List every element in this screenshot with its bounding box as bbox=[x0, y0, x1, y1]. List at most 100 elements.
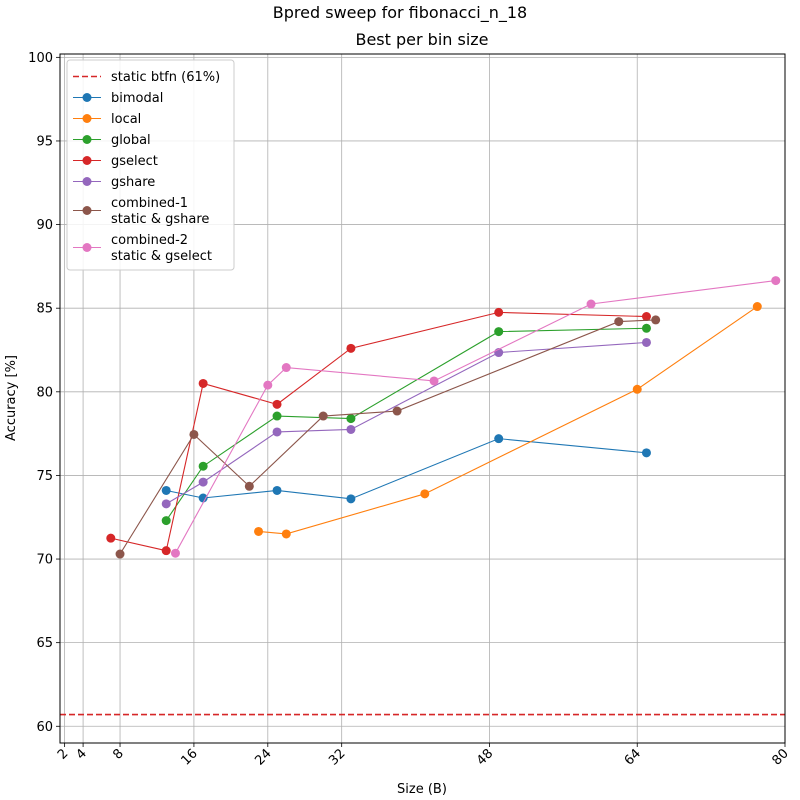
data-point bbox=[254, 526, 264, 536]
y-tick-label: 75 bbox=[36, 469, 53, 484]
legend-label: gshare bbox=[111, 175, 155, 190]
data-point bbox=[161, 516, 171, 526]
data-point bbox=[281, 529, 291, 539]
series-line bbox=[165, 341, 647, 505]
data-point bbox=[346, 343, 356, 353]
data-point bbox=[429, 376, 439, 386]
x-tick-label: 24 bbox=[252, 746, 274, 768]
data-point bbox=[161, 485, 171, 495]
legend-label: gselect bbox=[111, 154, 158, 169]
data-point bbox=[771, 276, 781, 286]
y-tick-label: 65 bbox=[36, 636, 53, 651]
legend-label: local bbox=[111, 112, 141, 127]
legend-label: combined-1 static & gshare bbox=[111, 196, 209, 227]
data-point bbox=[106, 533, 116, 543]
data-point bbox=[651, 315, 661, 325]
data-point bbox=[115, 549, 125, 559]
data-point bbox=[641, 448, 651, 458]
data-point bbox=[614, 317, 624, 327]
legend-entry: combined-1 static & gshare bbox=[73, 196, 209, 227]
x-axis-label: Size (B) bbox=[397, 782, 447, 797]
y-tick-label: 70 bbox=[36, 553, 53, 568]
data-point bbox=[244, 481, 254, 491]
data-point bbox=[752, 302, 762, 312]
x-tick-label: 48 bbox=[474, 746, 496, 768]
chart-title: Best per bin size bbox=[355, 30, 488, 49]
legend-label: bimodal bbox=[111, 91, 163, 106]
y-tick-label: 95 bbox=[36, 134, 53, 149]
series-line bbox=[165, 327, 647, 521]
plot-frame bbox=[59, 53, 786, 744]
y-tick-label: 90 bbox=[36, 218, 53, 233]
legend-entry: static btfn (61%) bbox=[73, 70, 220, 85]
legend-marker bbox=[82, 114, 92, 123]
data-point bbox=[198, 378, 208, 388]
legend-box bbox=[66, 59, 235, 271]
legend-entry: gshare bbox=[73, 175, 155, 190]
data-point bbox=[198, 493, 208, 503]
chart-suptitle: Bpred sweep for fibonacci_n_18 bbox=[273, 3, 527, 23]
x-tick-label: 16 bbox=[178, 746, 200, 768]
x-tick-label: 4 bbox=[73, 746, 89, 762]
data-point bbox=[161, 546, 171, 556]
series-line bbox=[258, 306, 758, 535]
legend-label: static btfn (61%) bbox=[111, 70, 220, 85]
data-point bbox=[346, 424, 356, 434]
data-point bbox=[641, 323, 651, 333]
data-point bbox=[189, 429, 199, 439]
legend-marker bbox=[82, 206, 92, 215]
series bbox=[161, 337, 651, 509]
legend-entry: combined-2 static & gselect bbox=[73, 233, 212, 264]
data-point bbox=[392, 406, 402, 416]
data-point bbox=[494, 327, 504, 337]
data-point bbox=[420, 489, 430, 499]
series bbox=[161, 434, 651, 504]
x-tick-label: 80 bbox=[770, 746, 792, 768]
series bbox=[106, 307, 651, 556]
data-point bbox=[161, 499, 171, 509]
y-axis-label: Accuracy [%] bbox=[4, 355, 19, 441]
data-point bbox=[494, 307, 504, 317]
legend-entry: local bbox=[73, 112, 141, 127]
data-point bbox=[494, 434, 504, 444]
data-point bbox=[272, 485, 282, 495]
legend-marker bbox=[82, 135, 92, 144]
data-point bbox=[346, 494, 356, 504]
series bbox=[115, 315, 661, 559]
series bbox=[254, 302, 762, 539]
data-point bbox=[272, 411, 282, 421]
y-tick-label: 60 bbox=[36, 720, 53, 735]
series bbox=[170, 276, 781, 558]
legend-label: combined-2 static & gselect bbox=[111, 233, 212, 264]
series-line bbox=[119, 319, 656, 555]
data-point bbox=[641, 312, 651, 322]
data-point bbox=[346, 414, 356, 424]
x-tick-label: 2 bbox=[55, 746, 71, 762]
legend-entry: bimodal bbox=[73, 91, 163, 106]
y-tick-label: 80 bbox=[36, 385, 53, 400]
data-point bbox=[263, 380, 273, 390]
y-tick-label: 85 bbox=[36, 302, 53, 317]
legend-label: global bbox=[111, 133, 151, 148]
data-point bbox=[586, 299, 596, 309]
legend-marker bbox=[82, 177, 92, 186]
x-tick-label: 32 bbox=[326, 746, 348, 768]
data-point bbox=[170, 548, 180, 558]
legend-entry: gselect bbox=[73, 154, 158, 169]
data-point bbox=[198, 477, 208, 487]
data-point bbox=[641, 337, 651, 347]
legend-marker bbox=[82, 156, 92, 165]
x-tick-label: 64 bbox=[622, 746, 644, 768]
legend-marker bbox=[82, 243, 92, 252]
data-point bbox=[272, 427, 282, 437]
series-line bbox=[174, 280, 776, 554]
data-point bbox=[632, 384, 642, 394]
series bbox=[161, 323, 651, 526]
data-point bbox=[272, 399, 282, 409]
data-point bbox=[318, 411, 328, 421]
series-line bbox=[166, 438, 647, 500]
legend-marker bbox=[82, 93, 92, 102]
legend: static btfn (61%) bimodal local global gsele… bbox=[66, 59, 235, 271]
series-layer bbox=[106, 276, 781, 559]
